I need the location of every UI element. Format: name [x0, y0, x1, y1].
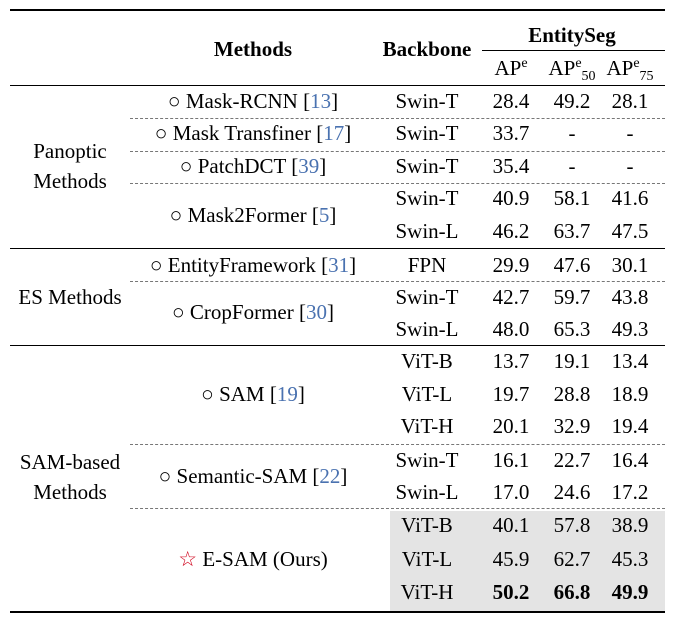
group-label-panoptic: Methods [33, 169, 107, 193]
ap-cell: 20.1 [492, 414, 530, 438]
ap50-cell: 19.1 [553, 349, 591, 373]
method-cell: ○ PatchDCT [39] [179, 154, 327, 178]
ap-cell: 13.7 [492, 349, 530, 373]
header-ap50: APe50 [548, 56, 596, 85]
ap-cell: 19.7 [492, 382, 530, 406]
ours-shade [390, 511, 665, 611]
ap-cell: 40.9 [492, 186, 530, 210]
star-icon: ☆ [178, 547, 198, 571]
method-divider [130, 281, 665, 282]
method-cell: ○ Mask Transfiner [17] [154, 121, 352, 145]
ap50-cell: 59.7 [553, 285, 591, 309]
group-rule [10, 248, 665, 249]
ap-cell: 33.7 [492, 121, 530, 145]
ap-cell: 16.1 [492, 448, 530, 472]
ap-cell: 48.0 [492, 317, 530, 341]
ap75-cell: 18.9 [611, 382, 649, 406]
group-label-sam-based: SAM-based [19, 450, 121, 474]
top-rule [10, 9, 665, 11]
group-rule [10, 345, 665, 346]
ap-cell: 17.0 [492, 480, 530, 504]
backbone-cell: ViT-B [401, 349, 453, 373]
backbone-cell: ViT-H [400, 414, 454, 438]
ap50-cell: 32.9 [553, 414, 591, 438]
method-cell-ours: ☆ E-SAM (Ours) [178, 547, 328, 571]
ap-cell: 28.4 [492, 89, 530, 113]
method-divider [130, 118, 665, 119]
backbone-cell: Swin-T [395, 186, 459, 210]
ap50-cell: 66.8 [553, 580, 591, 604]
ap75-cell: 38.9 [611, 513, 649, 537]
method-cell: ○ Semantic-SAM [22] [158, 464, 348, 488]
entityseg-rule [482, 50, 665, 51]
ap75-cell: 49.3 [611, 317, 649, 341]
backbone-cell: ViT-B [401, 513, 453, 537]
header-ap: APe [494, 56, 528, 80]
ap75-cell: 30.1 [611, 253, 649, 277]
header-backbone: Backbone [382, 37, 472, 61]
method-divider [130, 183, 665, 184]
method-divider [130, 151, 665, 152]
backbone-cell: Swin-T [395, 154, 459, 178]
ap75-cell: - [626, 154, 634, 178]
backbone-cell: ViT-H [400, 580, 454, 604]
ap75-cell: 17.2 [611, 480, 649, 504]
ap50-cell: 22.7 [553, 448, 591, 472]
method-cell: ○ SAM [19] [201, 382, 305, 406]
ap50-cell: 49.2 [553, 89, 591, 113]
ap50-cell: 24.6 [553, 480, 591, 504]
ap-cell: 46.2 [492, 219, 530, 243]
method-cell: ○ Mask-RCNN [13] [167, 89, 339, 113]
ap75-cell: 45.3 [611, 547, 649, 571]
ap50-cell: 63.7 [553, 219, 591, 243]
ap50-cell: 57.8 [553, 513, 591, 537]
method-cell: ○ CropFormer [30] [171, 300, 335, 324]
ap50-cell: - [568, 154, 576, 178]
ap75-cell: 41.6 [611, 186, 649, 210]
header-rule [10, 85, 665, 86]
ap75-cell: - [626, 121, 634, 145]
ap50-cell: 62.7 [553, 547, 591, 571]
backbone-cell: ViT-L [401, 382, 453, 406]
ap50-cell: 58.1 [553, 186, 591, 210]
backbone-cell: FPN [407, 253, 447, 277]
ap75-cell: 28.1 [611, 89, 649, 113]
method-divider [130, 444, 665, 445]
ap-cell: 35.4 [492, 154, 530, 178]
ap75-cell: 13.4 [611, 349, 649, 373]
ap75-cell: 19.4 [611, 414, 649, 438]
ap50-cell: 28.8 [553, 382, 591, 406]
method-divider [130, 508, 665, 509]
backbone-cell: Swin-T [395, 448, 459, 472]
backbone-cell: Swin-T [395, 89, 459, 113]
header-methods: Methods [213, 37, 293, 61]
ap75-cell: 16.4 [611, 448, 649, 472]
ap-cell: 42.7 [492, 285, 530, 309]
ap-cell: 40.1 [492, 513, 530, 537]
group-label-es: ES Methods [18, 285, 122, 309]
ap-cell: 45.9 [492, 547, 530, 571]
group-label-sam-based: Methods [33, 480, 107, 504]
ap75-cell: 43.8 [611, 285, 649, 309]
header-entityseg: EntitySeg [528, 23, 616, 47]
header-ap75: APe75 [606, 56, 654, 85]
backbone-cell: Swin-L [395, 219, 459, 243]
ap-cell: 50.2 [492, 580, 530, 604]
ap-cell: 29.9 [492, 253, 530, 277]
ap50-cell: 65.3 [553, 317, 591, 341]
ap50-cell: 47.6 [553, 253, 591, 277]
backbone-cell: Swin-T [395, 121, 459, 145]
group-label-panoptic: Panoptic [33, 139, 107, 163]
ap75-cell: 49.9 [611, 580, 649, 604]
ap50-cell: - [568, 121, 576, 145]
backbone-cell: Swin-L [395, 480, 459, 504]
bottom-rule [10, 611, 665, 613]
method-cell: ○ EntityFramework [31] [149, 253, 357, 277]
backbone-cell: Swin-L [395, 317, 459, 341]
backbone-cell: Swin-T [395, 285, 459, 309]
method-cell: ○ Mask2Former [5] [169, 203, 337, 227]
backbone-cell: ViT-L [401, 547, 453, 571]
ap75-cell: 47.5 [611, 219, 649, 243]
